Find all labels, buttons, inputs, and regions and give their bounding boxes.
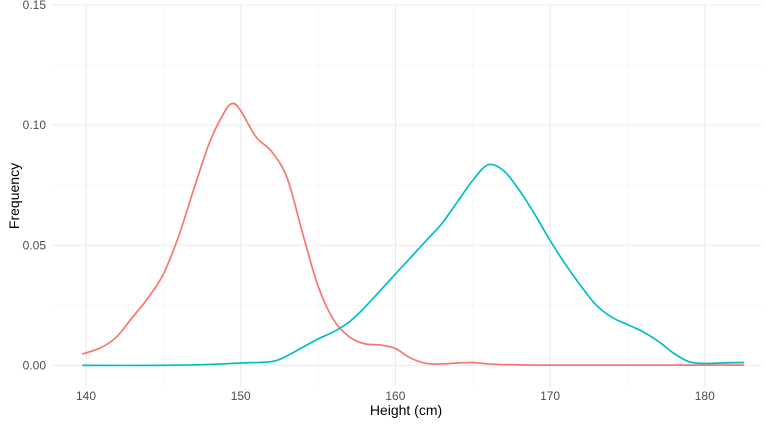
y-tick-label: 0.05 [23,238,47,252]
x-axis-title: Height (cm) [370,402,442,418]
series-layer [82,102,745,367]
y-tick-label: 0.15 [23,0,47,12]
x-tick-label: 140 [76,389,96,403]
x-tick-label: 150 [231,389,251,403]
x-tick-label: 180 [695,389,715,403]
y-tick-label: 0.00 [23,358,47,372]
density-line-series-2 [82,163,745,367]
y-tick-label: 0.10 [23,118,47,132]
minor-grid [52,5,762,387]
x-tick-label: 170 [540,389,560,403]
y-axis-title: Frequency [6,163,22,229]
x-tick-label: 160 [385,389,405,403]
density-line-series-1 [82,102,745,367]
x-tick-labels: 140 150 160 170 180 [76,389,715,403]
major-grid [52,4,762,387]
y-tick-labels: 0.00 0.05 0.10 0.15 [23,0,47,372]
